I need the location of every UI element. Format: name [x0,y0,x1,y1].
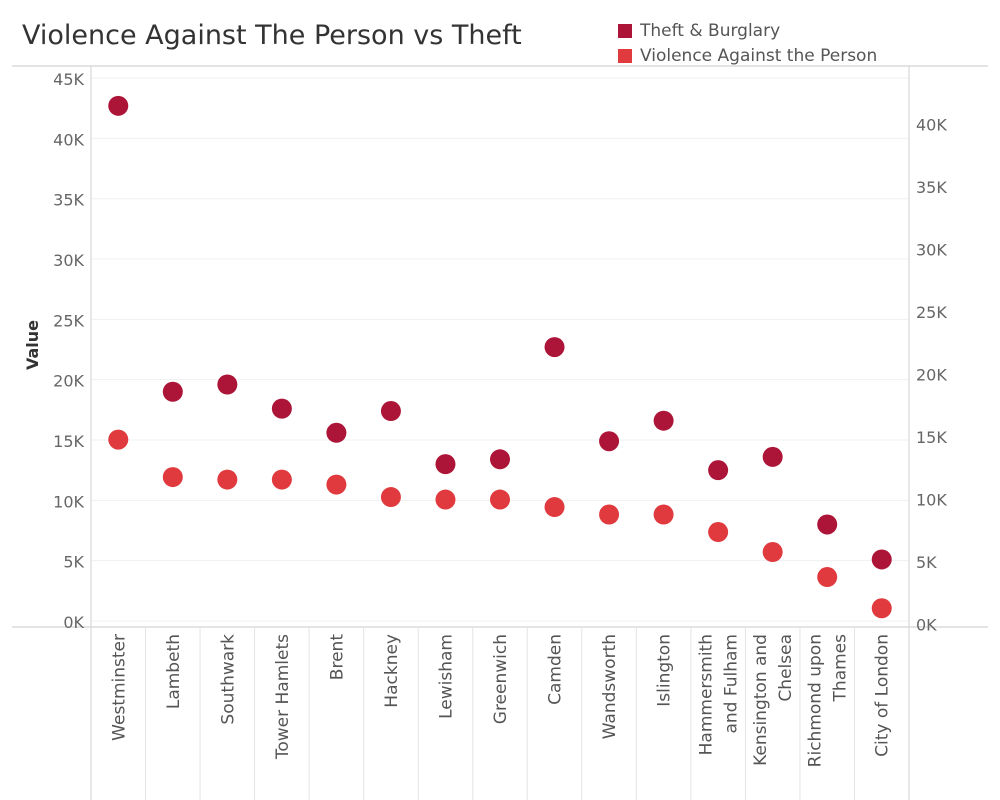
right-tick-label: 10K [916,491,947,510]
violence-point[interactable] [871,598,892,619]
left-tick-label: 35K [53,191,84,210]
axes [12,65,988,800]
theft-burglary-point[interactable] [217,374,238,395]
left-tick-label: 30K [53,251,84,270]
right-tick-label: 20K [916,366,947,385]
right-tick-label: 5K [916,553,937,572]
right-tick-label: 40K [916,116,947,135]
legend: Theft & Burglary Violence Against the Pe… [618,18,877,68]
right-tick-label: 25K [916,303,947,322]
right-tick-label: 35K [916,178,947,197]
theft-burglary-point[interactable] [544,337,565,358]
right-tick-label: 0K [916,616,937,635]
left-axis-ticks: 0K 5K 10K 15K 20K 25K 30K 35K 40K 45K [53,70,84,632]
legend-swatch-violence [618,48,632,63]
violence-point[interactable] [653,504,674,525]
category-label: Kensington and [751,634,771,766]
data-points [108,95,892,619]
category-label: and Fulham [722,634,742,734]
theft-burglary-point[interactable] [271,398,292,419]
left-tick-label: 0K [63,613,84,632]
category-label: Greenwich [491,634,511,724]
legend-swatch-theft-burglary [618,23,632,38]
violence-point[interactable] [326,474,347,495]
category-label: Thames [831,634,851,703]
violence-point[interactable] [217,469,238,490]
right-tick-label: 15K [916,428,947,447]
violence-point[interactable] [435,489,456,510]
category-label: Southwark [218,634,238,725]
category-label: Brent [327,634,347,681]
category-label: Lewisham [436,634,456,719]
violence-point[interactable] [544,497,565,518]
category-label: Westminster [109,634,129,741]
theft-burglary-point[interactable] [599,431,620,452]
y-axis-label: Value [23,320,42,370]
category-label: Hammersmith [697,634,717,755]
left-tick-label: 10K [53,492,84,511]
category-label: City of London [873,634,893,757]
theft-burglary-point[interactable] [653,410,674,431]
violence-point[interactable] [490,489,510,510]
chart-title: Violence Against The Person vs Theft [22,20,522,51]
violence-point[interactable] [108,429,129,450]
theft-burglary-point[interactable] [108,95,129,116]
left-tick-label: 15K [53,432,84,451]
legend-label-violence: Violence Against the Person [640,45,878,66]
theft-burglary-point[interactable] [326,422,347,443]
category-label: Chelsea [776,634,796,702]
theft-burglary-point[interactable] [162,381,183,402]
violence-point[interactable] [380,487,401,508]
left-tick-label: 45K [53,70,84,89]
left-tick-label: 40K [53,130,84,149]
theft-burglary-point[interactable] [708,460,729,481]
theft-burglary-point[interactable] [871,549,892,570]
theft-burglary-point[interactable] [380,401,401,422]
category-label: Tower Hamlets [273,634,293,760]
right-axis-ticks: 0K 5K 10K 15K 20K 25K 30K 35K 40K [916,116,947,635]
category-label: Camden [546,634,566,705]
left-tick-label: 5K [63,553,84,572]
theft-burglary-point[interactable] [435,454,456,475]
violence-point[interactable] [708,522,729,543]
category-label: Lambeth [164,634,184,709]
category-label: Hackney [382,634,402,708]
left-tick-label: 20K [53,372,84,391]
category-label: Richmond upon [806,634,826,767]
violence-point[interactable] [271,469,292,490]
violence-point[interactable] [762,542,783,563]
theft-burglary-point[interactable] [817,514,838,535]
theft-burglary-point[interactable] [490,449,510,470]
legend-item-theft-burglary[interactable]: Theft & Burglary [618,18,877,43]
category-label: Islington [655,634,675,707]
category-label: Wandsworth [600,634,620,739]
legend-label-theft-burglary: Theft & Burglary [640,20,781,41]
left-tick-label: 25K [53,311,84,330]
category-labels: Westminster Lambeth Southwark Tower Hamlets… [109,634,892,768]
violence-point[interactable] [162,467,183,488]
violence-point[interactable] [599,504,620,525]
violence-point[interactable] [817,567,838,588]
gridlines [91,77,909,622]
legend-item-violence[interactable]: Violence Against the Person [618,43,877,68]
right-tick-label: 30K [916,241,947,260]
theft-burglary-point[interactable] [762,446,783,467]
